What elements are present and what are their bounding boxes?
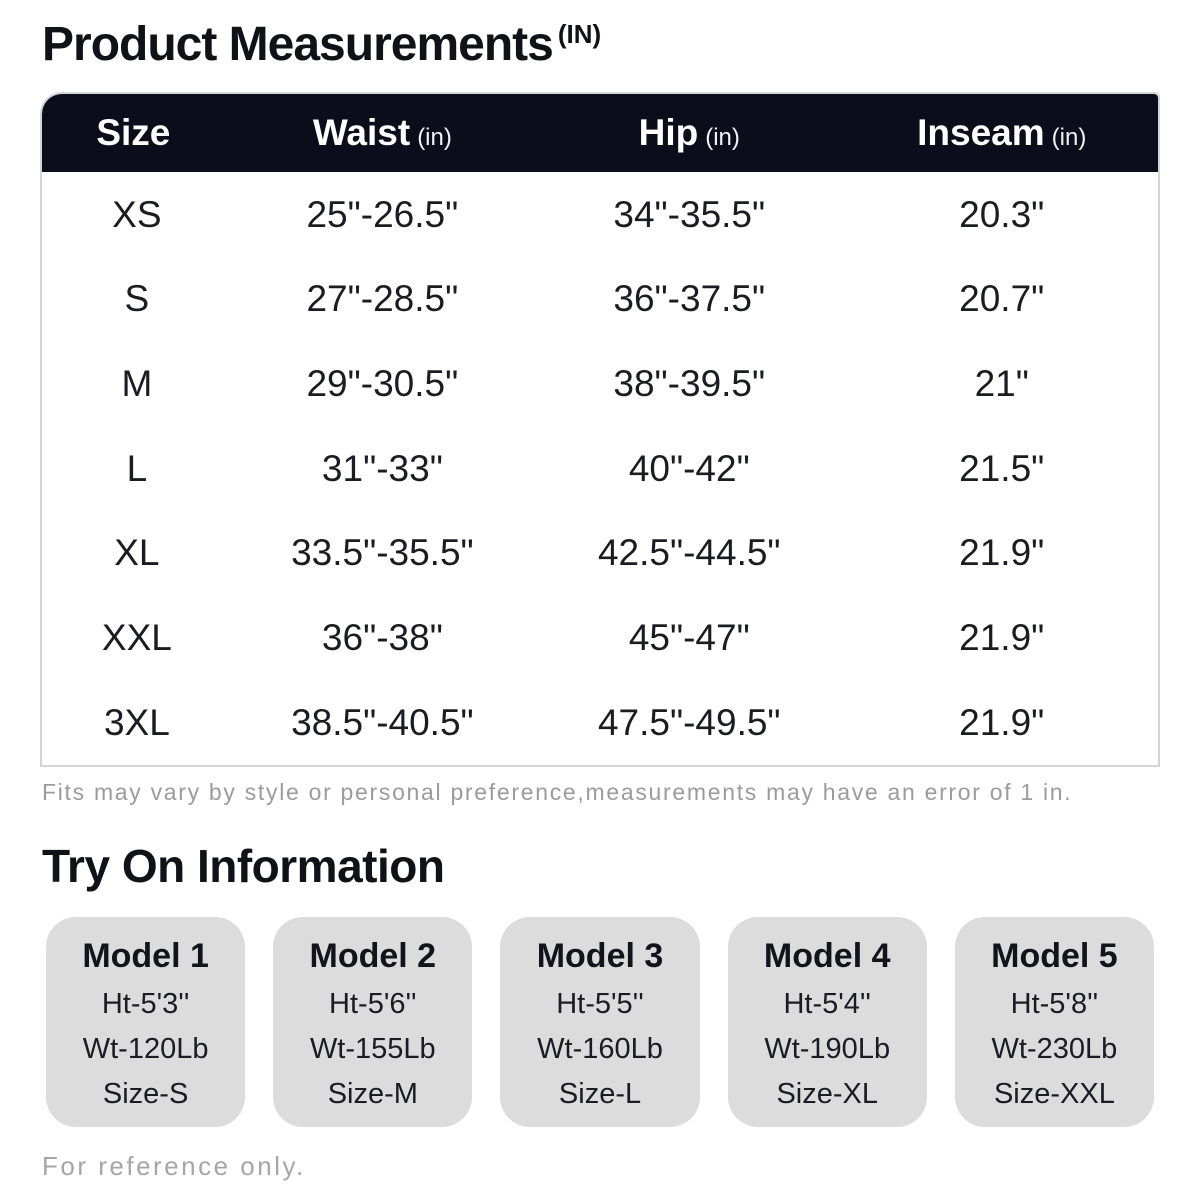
reference-note: For reference only. [42, 1150, 306, 1181]
cell-waist: 29"-30.5" [306, 363, 459, 405]
column-header-inseam-label: Inseam [917, 112, 1045, 154]
column-header-waist: Waist (in) [232, 112, 533, 154]
cell-inseam: 21.9" [959, 532, 1045, 574]
cell-inseam: 20.3" [959, 193, 1045, 235]
model-card: Model 3 Ht-5'5'' Wt-160Lb Size-L [500, 916, 700, 1127]
cell-size: XS [112, 193, 162, 235]
model-height: Ht-5'3'' [101, 987, 190, 1020]
model-height: Ht-5'8'' [1010, 987, 1099, 1020]
table-header-row: Size Waist (in) Hip (in) Inseam (in) [42, 94, 1158, 173]
model-weight: Wt-190Lb [764, 1032, 891, 1065]
cell-hip: 45"-47" [628, 617, 750, 659]
page-title: Product Measurements (IN) [0, 0, 1200, 70]
cell-inseam: 21.5" [959, 447, 1045, 489]
column-header-waist-label: Waist [312, 112, 411, 154]
cell-inseam: 21.9" [959, 701, 1045, 743]
page-title-text: Product Measurements [42, 18, 554, 71]
cell-inseam: 20.7" [959, 278, 1045, 320]
model-height: Ht-5'6'' [329, 987, 417, 1020]
model-card: Model 2 Ht-5'6'' Wt-155Lb Size-M [273, 916, 473, 1127]
cell-waist: 25"-26.5" [306, 193, 459, 235]
model-name: Model 1 [82, 936, 209, 975]
column-header-hip: Hip (in) [533, 112, 845, 154]
fit-disclaimer-note: Fits may vary by style or personal prefe… [42, 779, 1073, 806]
cell-size: XL [114, 532, 160, 574]
model-name: Model 5 [991, 936, 1118, 975]
model-height: Ht-5'5'' [556, 987, 644, 1020]
column-header-hip-unit: (in) [705, 124, 740, 152]
model-weight: Wt-120Lb [82, 1032, 209, 1065]
cell-waist: 38.5"-40.5" [291, 701, 474, 743]
cell-size: 3XL [103, 701, 170, 743]
model-card: Model 4 Ht-5'4'' Wt-190Lb Size-XL [727, 916, 927, 1127]
table-row: M 29"-30.5" 38"-39.5" 21" [42, 342, 1158, 427]
model-size: Size-XL [776, 1077, 878, 1110]
model-cards-row: Model 1 Ht-5'3'' Wt-120Lb Size-S Model 2… [46, 916, 1155, 1127]
try-on-heading: Try On Information [42, 840, 445, 893]
table-row: 3XL 38.5"-40.5" 47.5"-49.5" 21.9" [42, 681, 1158, 766]
cell-waist: 36"-38" [321, 617, 443, 659]
table-row: S 27"-28.5" 36"-37.5" 20.7" [42, 257, 1158, 342]
table-row: XL 33.5"-35.5" 42.5"-44.5" 21.9" [42, 511, 1158, 596]
measurements-table: Size Waist (in) Hip (in) Inseam (in) XS 25"… [40, 92, 1160, 768]
model-height: Ht-5'4'' [783, 987, 871, 1020]
cell-hip: 36"-37.5" [613, 278, 766, 320]
cell-size: M [121, 363, 153, 405]
cell-hip: 42.5"-44.5" [597, 532, 781, 574]
column-header-waist-unit: (in) [417, 124, 452, 152]
cell-waist: 27"-28.5" [306, 278, 459, 320]
cell-hip: 34"-35.5" [613, 193, 766, 235]
table-row: XXL 36"-38" 45"-47" 21.9" [42, 596, 1158, 681]
cell-waist: 33.5"-35.5" [291, 532, 474, 574]
cell-hip: 47.5"-49.5" [597, 701, 781, 743]
model-size: Size-M [327, 1077, 418, 1110]
model-size: Size-S [102, 1077, 189, 1110]
cell-size: XXL [101, 617, 172, 659]
cell-hip: 40"-42" [628, 447, 750, 489]
cell-inseam: 21.9" [959, 617, 1045, 659]
model-name: Model 3 [536, 936, 664, 975]
column-header-size: Size [42, 112, 232, 154]
table-row: L 31"-33" 40"-42" 21.5" [42, 426, 1158, 511]
table-row: XS 25"-26.5" 34"-35.5" 20.3" [42, 172, 1158, 257]
cell-waist: 31"-33" [321, 447, 443, 489]
model-card: Model 1 Ht-5'3'' Wt-120Lb Size-S [46, 916, 246, 1127]
model-card: Model 5 Ht-5'8'' Wt-230Lb Size-XXL [954, 916, 1155, 1127]
model-weight: Wt-160Lb [537, 1032, 663, 1065]
column-header-inseam-unit: (in) [1051, 124, 1087, 152]
cell-inseam: 21" [974, 363, 1029, 405]
cell-size: S [124, 278, 150, 320]
cell-hip: 38"-39.5" [613, 363, 766, 405]
page-title-unit: (IN) [557, 19, 602, 49]
model-name: Model 4 [763, 936, 891, 975]
model-size: Size-L [558, 1077, 642, 1110]
model-name: Model 2 [309, 936, 437, 975]
model-weight: Wt-230Lb [991, 1032, 1118, 1065]
model-size: Size-XXL [993, 1077, 1115, 1110]
column-header-size-label: Size [96, 112, 171, 154]
cell-size: L [126, 447, 148, 489]
model-weight: Wt-155Lb [309, 1032, 436, 1065]
column-header-inseam: Inseam (in) [846, 112, 1158, 154]
column-header-hip-label: Hip [638, 112, 699, 154]
